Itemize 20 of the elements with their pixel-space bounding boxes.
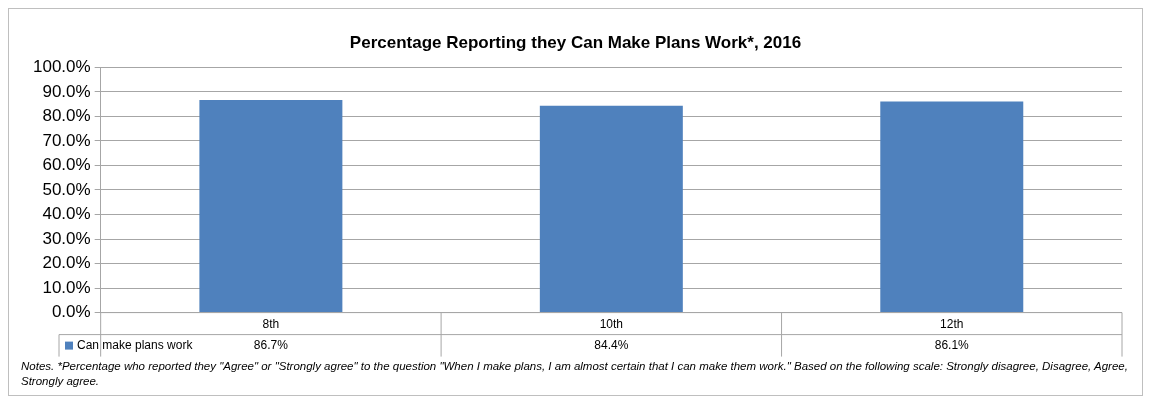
y-tick-label: 0.0%	[51, 302, 91, 322]
legend-label: Can make plans work	[77, 337, 194, 352]
y-tick-label: 30.0%	[42, 228, 91, 248]
y-tick-label: 90.0%	[42, 81, 91, 101]
y-tick-label: 20.0%	[42, 253, 91, 273]
x-tick-label: 12th	[940, 317, 964, 332]
data-label: 86.7%	[253, 337, 289, 352]
data-label: 84.4%	[594, 337, 629, 352]
x-tick-label: 8th	[262, 317, 280, 332]
data-label: 86.1%	[934, 337, 970, 352]
y-tick-label: 70.0%	[42, 130, 91, 150]
chart-title: Percentage Reporting they Can Make Plans Work*, 2016	[349, 32, 802, 52]
x-tick-label: 10th	[599, 317, 624, 332]
y-tick-label: 60.0%	[42, 155, 91, 175]
y-tick-label: 50.0%	[42, 179, 91, 199]
y-tick-label: 10.0%	[42, 277, 91, 297]
y-tick-label: 100.0%	[32, 57, 91, 77]
text: Notes. *Percentage who reported they "Agree" or "Strongly agree" to the question "When I make plans, I am almost certain that I can make them work." Based on the following scale: Strongly disagree, Disagree, Agree, Strongly agree.	[20, 359, 1129, 389]
y-tick-label: 40.0%	[42, 204, 91, 224]
y-tick-label: 80.0%	[42, 106, 91, 126]
